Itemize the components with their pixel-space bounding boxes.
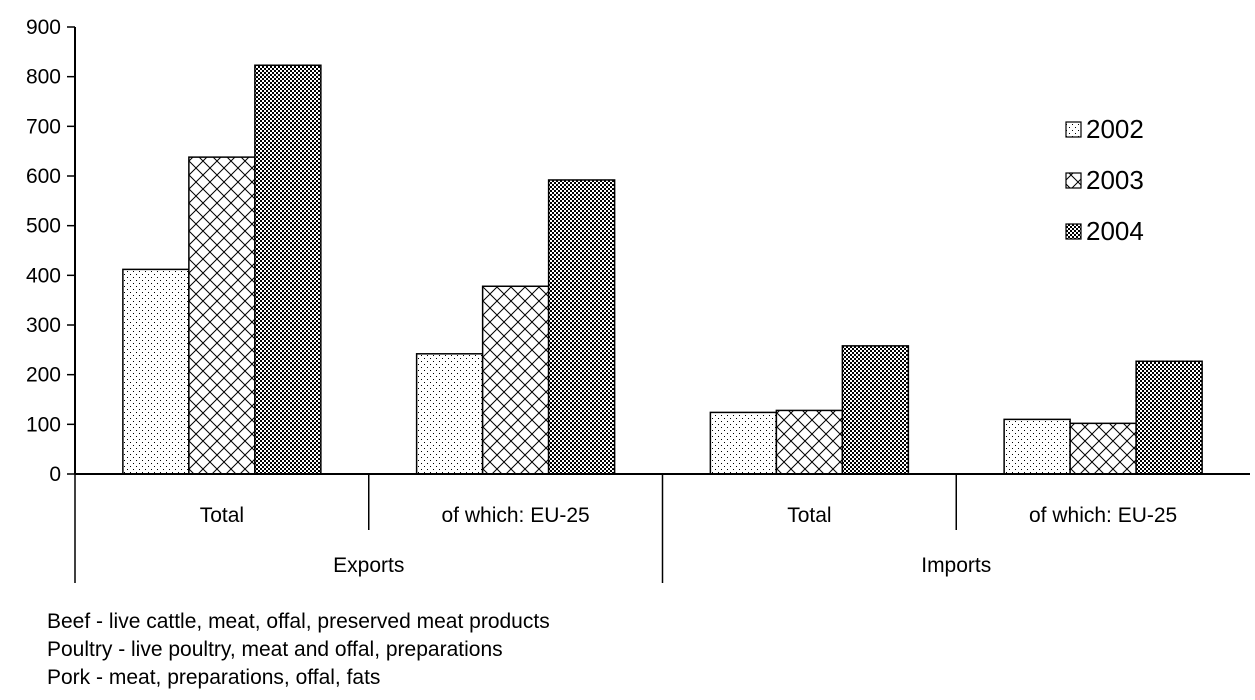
y-tick-label: 100	[26, 413, 61, 436]
x-tick-label: of which: EU-25	[442, 504, 590, 527]
y-tick-label: 800	[26, 66, 61, 89]
bar-2004	[841, 345, 910, 475]
footnote-poultry: Poultry - live poultry, meat and offal, …	[47, 638, 503, 661]
y-tick-label: 500	[26, 215, 61, 238]
bar-2003	[481, 285, 550, 475]
bar-2002	[415, 353, 484, 475]
bar-2002	[122, 268, 190, 475]
x-group-label: Exports	[333, 554, 404, 577]
bar-2004	[547, 179, 616, 475]
legend-swatch	[1065, 172, 1082, 189]
x-tick-label: Total	[787, 504, 831, 527]
legend-label: 2004	[1086, 216, 1144, 246]
x-axis: Total of which: EU-25 Total of which: EU-25…	[74, 473, 1250, 583]
y-tick-label: 300	[26, 314, 61, 337]
bars	[122, 64, 1203, 475]
legend-label: 2003	[1086, 165, 1144, 195]
legend-label: 2002	[1086, 114, 1144, 144]
y-tick-label: 400	[26, 264, 61, 287]
bar-2003	[775, 409, 844, 475]
y-tick-label: 0	[49, 463, 61, 486]
footnotes: Beef - live cattle, meat, offal, preserv…	[47, 608, 550, 692]
y-tick-label: 900	[26, 16, 61, 39]
x-tick-label: Total	[200, 504, 244, 527]
footnote-pork: Pork - meat, preparations, offal, fats	[47, 666, 381, 689]
legend: 2002 2003 2004	[1065, 114, 1144, 246]
legend-swatch	[1065, 223, 1082, 240]
y-tick-label: 200	[26, 364, 61, 387]
footnote-beef: Beef - live cattle, meat, offal, preserv…	[47, 610, 550, 633]
y-tick-label: 700	[26, 115, 61, 138]
bar-2004	[1135, 360, 1203, 475]
x-group-label: Imports	[921, 554, 991, 577]
y-tick-label: 600	[26, 165, 61, 188]
bar-2002	[1003, 418, 1071, 475]
bar-2003	[188, 156, 256, 475]
bar-2003	[1069, 422, 1137, 475]
x-tick-label: of which: EU-25	[1029, 504, 1177, 527]
y-axis: 0 100 200 300 400 500 600 700 800 900	[26, 16, 76, 486]
bar-chart: 0 100 200 300 400 500 600 700 800 900 Total of whi…	[26, 16, 1250, 583]
bar-2002	[709, 411, 778, 475]
legend-swatch	[1065, 121, 1082, 138]
bar-2004	[254, 64, 322, 475]
